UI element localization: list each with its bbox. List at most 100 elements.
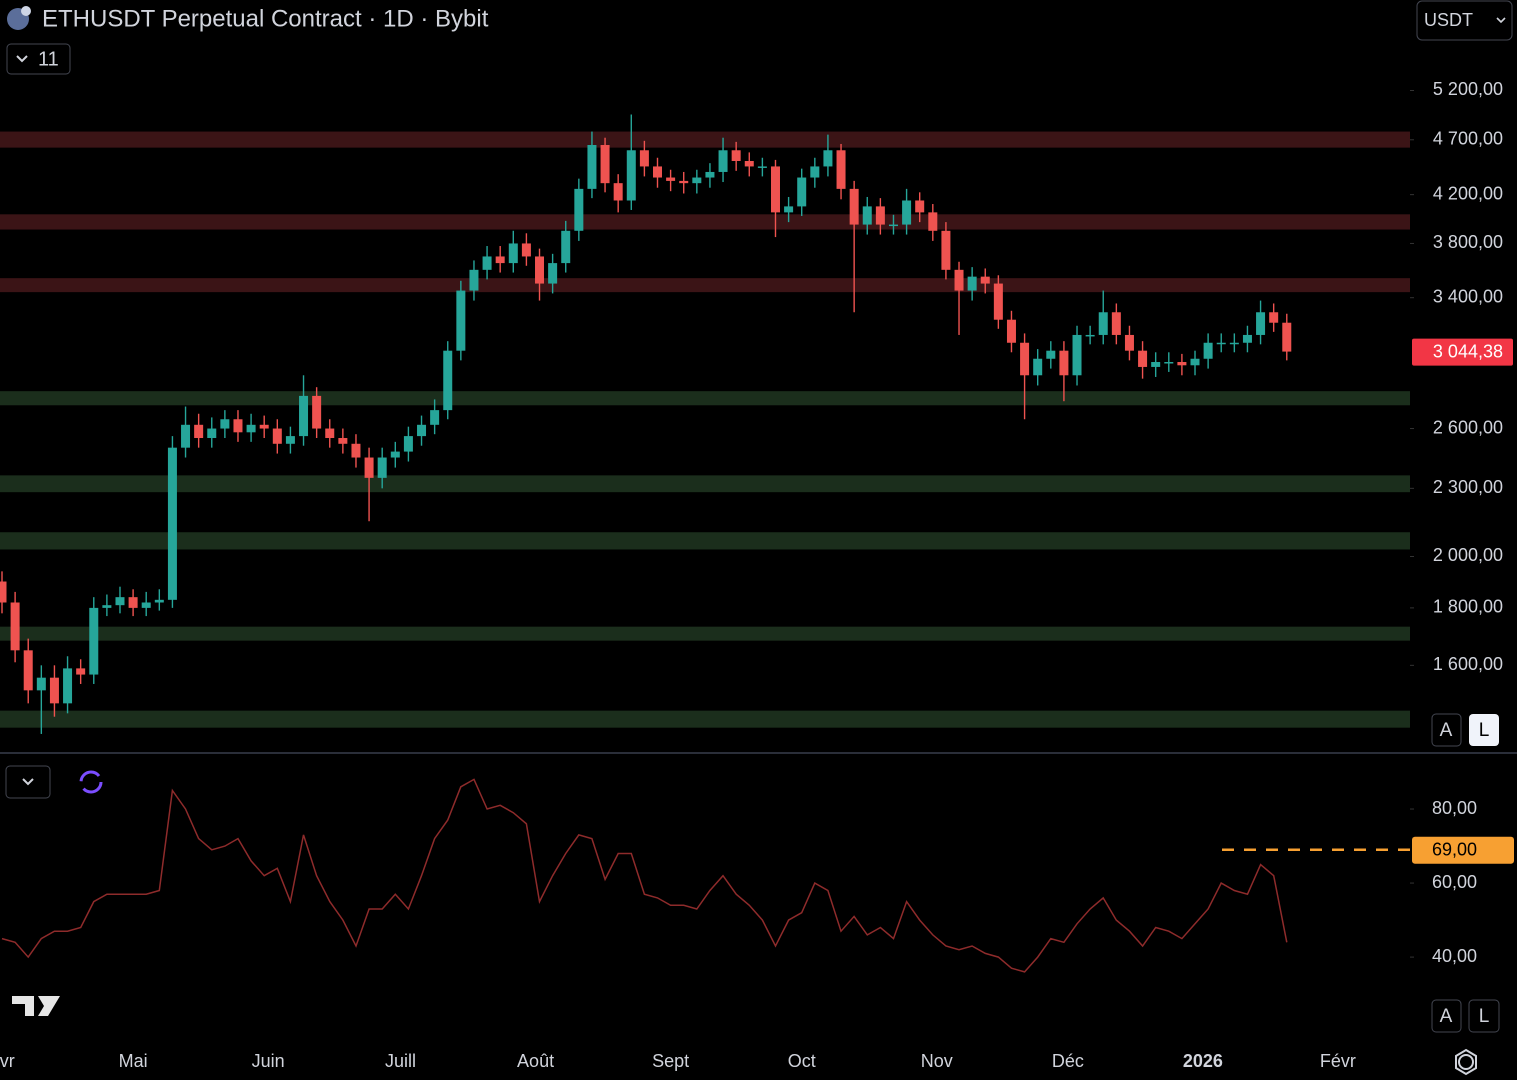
candle-body: [36, 677, 46, 691]
pane-toggle[interactable]: [5, 765, 51, 799]
log-scale-button[interactable]: [1469, 714, 1499, 746]
y-tick-label: 40,00: [1432, 946, 1477, 966]
candle-body: [430, 410, 440, 425]
candle-body: [862, 206, 872, 225]
y-tick-label: 60,00: [1432, 872, 1477, 892]
y-tick-label: 1 800,00: [1433, 597, 1503, 617]
candle-body: [10, 602, 20, 651]
rsi-pane: 80,00 60,00 40,00 69,00: [1, 778, 1514, 973]
candle-body: [377, 457, 387, 478]
log-scale-button[interactable]: [1468, 999, 1500, 1033]
candle-body: [1151, 362, 1161, 367]
candle-body: [1072, 334, 1082, 376]
candle-body: [390, 451, 400, 458]
candle-body: [954, 269, 964, 291]
candle-body: [1216, 342, 1226, 345]
candle-body: [417, 424, 427, 437]
candle-body: [338, 438, 348, 444]
candle-body: [49, 677, 59, 704]
x-tick-label: Sept: [652, 1051, 689, 1071]
candle-body: [443, 350, 453, 411]
candle-body: [299, 395, 309, 437]
candle-body: [285, 436, 295, 444]
candle-body: [220, 419, 230, 429]
symbol-icon-badge: [21, 6, 31, 16]
indicator-toggle[interactable]: [6, 43, 71, 75]
candle-body: [469, 269, 479, 291]
currency-select[interactable]: [1416, 0, 1513, 41]
candle-body: [0, 581, 7, 603]
candle-body: [770, 166, 780, 213]
candle-body: [561, 230, 571, 264]
candle-body: [456, 290, 466, 351]
candle-body: [1124, 334, 1134, 351]
candle-body: [626, 150, 636, 201]
candle-body: [875, 206, 885, 225]
candle-body: [902, 200, 912, 225]
zone: [0, 278, 1410, 293]
candle-body: [705, 171, 715, 178]
y-tick-label: 3 800,00: [1433, 232, 1503, 252]
zone: [0, 710, 1410, 728]
candle-body: [207, 428, 217, 439]
last-price-label: 3 044,38: [1433, 341, 1503, 361]
candle-body: [718, 150, 728, 172]
candle-body: [521, 243, 531, 257]
level-badge: [1412, 836, 1514, 864]
candle-body: [941, 230, 951, 270]
candle-body: [888, 224, 898, 227]
candle-body: [1177, 362, 1187, 366]
candle-body: [928, 212, 938, 231]
zone: [0, 391, 1410, 406]
candle-body: [915, 200, 925, 213]
candle-body: [194, 424, 204, 439]
candle-body: [1164, 362, 1174, 364]
currency-label: USDT: [1424, 10, 1473, 30]
candle-body: [1098, 312, 1108, 335]
candle-body: [993, 283, 1003, 320]
auto-scale-label: A: [1440, 720, 1453, 741]
x-tick-label: Juin: [252, 1051, 285, 1071]
zone: [0, 532, 1410, 550]
y-tick-label: 4 200,00: [1433, 183, 1503, 203]
y-tick-label: 4 700,00: [1433, 129, 1503, 149]
candle-body: [1006, 319, 1016, 343]
candle-body: [849, 188, 859, 225]
settings-icon[interactable]: [1458, 1054, 1474, 1070]
y-tick-label: 2 300,00: [1433, 477, 1503, 497]
candle-body: [115, 597, 125, 606]
candle-body: [1046, 350, 1056, 359]
chart-title: ETHUSDT Perpetual Contract · 1D · Bybit: [42, 5, 489, 32]
candle-body: [653, 166, 662, 178]
log-scale-label: L: [1479, 1006, 1490, 1027]
y-tick-label: 5 200,00: [1433, 79, 1503, 99]
candle-body: [587, 145, 597, 189]
log-scale-label: L: [1479, 720, 1490, 741]
candle-body: [784, 206, 794, 213]
candle-body: [1190, 358, 1200, 366]
indicator-count: 11: [38, 48, 59, 70]
price-pane: 5 200,00 4 700,00 4 200,00 3 800,00 3 400,00…: [0, 79, 1513, 734]
auto-scale-button[interactable]: [1431, 999, 1462, 1033]
auto-scale-button[interactable]: [1431, 713, 1462, 747]
y-tick-label: 1 600,00: [1433, 654, 1503, 674]
candle-body: [692, 177, 702, 184]
x-tick-label: Août: [517, 1051, 554, 1071]
refresh-icon[interactable]: [79, 770, 103, 794]
candle-body: [1203, 342, 1213, 359]
candle-body: [364, 457, 374, 478]
x-tick-label: 2026: [1183, 1051, 1223, 1071]
candle-body: [141, 602, 151, 608]
candle-body: [797, 177, 807, 207]
y-tick-label: 3 400,00: [1433, 286, 1503, 306]
candle-body: [967, 276, 977, 291]
candle-body: [508, 243, 518, 264]
candle-body: [823, 150, 833, 167]
candle-body: [76, 668, 86, 675]
candle-body: [102, 605, 112, 608]
candle-body: [89, 607, 99, 675]
candle-body: [666, 177, 676, 181]
candle-body: [154, 599, 164, 603]
candle-body: [259, 424, 269, 429]
